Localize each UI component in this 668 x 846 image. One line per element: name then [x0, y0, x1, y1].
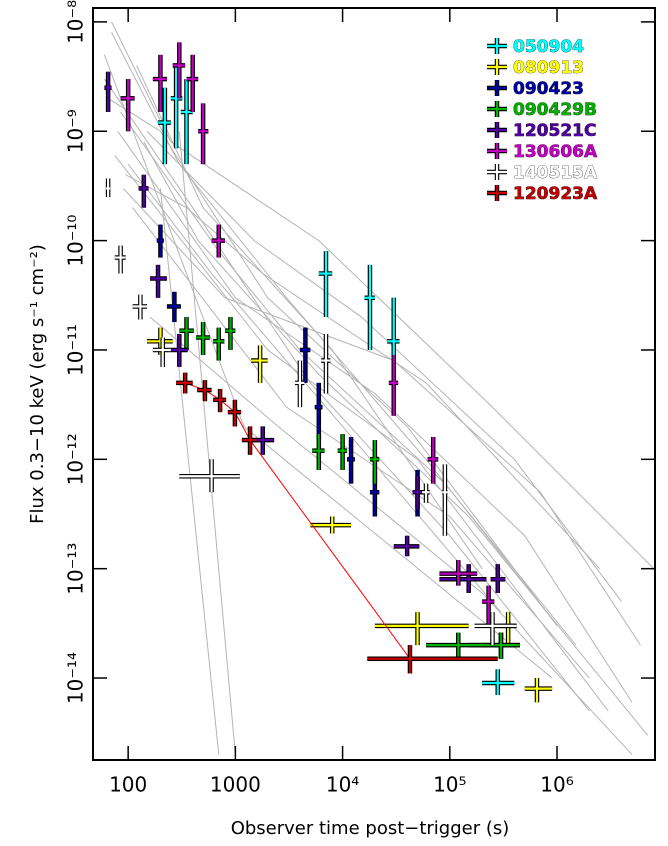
background-curve: [120, 111, 577, 646]
x-tick-label: 100: [109, 773, 147, 797]
x-axis-label: Observer time post−trigger (s): [231, 818, 510, 839]
background-curve: [149, 316, 633, 755]
background-curve: [136, 65, 483, 569]
legend-label: 120923A: [513, 184, 598, 204]
frame: [92, 7, 656, 761]
x-tick-label: 10⁵: [433, 773, 466, 797]
legend-label: 120521C: [513, 121, 596, 141]
legend-label: 090429B: [513, 100, 597, 120]
x-tick-label: 10⁴: [326, 773, 359, 797]
plot-area: [103, 21, 655, 755]
y-tick-label: 10⁻¹⁰: [64, 215, 88, 267]
x-tick-label: 10⁶: [540, 773, 573, 797]
background-curve: [146, 130, 622, 602]
background-curve: [127, 163, 502, 613]
background-curve: [103, 78, 590, 712]
background-curve: [117, 130, 633, 703]
y-tick-label: 10⁻¹¹: [64, 324, 88, 376]
background-curve: [143, 141, 649, 736]
x-tick-label: 1000: [210, 773, 261, 797]
background-curve: [114, 155, 609, 712]
y-tick-label: 10⁻¹⁴: [64, 652, 88, 704]
y-tick-label: 10⁻⁹: [64, 109, 88, 153]
y-tick-label: 10⁻¹²: [64, 433, 88, 485]
background-curve: [111, 21, 655, 570]
background-curve: [178, 131, 236, 755]
legend-label: 130606A: [513, 142, 598, 162]
background-curve: [125, 174, 601, 570]
background-curve: [107, 97, 558, 627]
legend-label: 090423: [513, 79, 584, 99]
legend-label: 050904: [513, 37, 584, 57]
background-curve: [159, 188, 220, 755]
legend-label: 080913: [513, 58, 584, 78]
background-curve: [132, 207, 590, 679]
legend-label: 140515A: [513, 163, 598, 183]
y-tick-label: 10⁻¹³: [64, 543, 88, 595]
background-curve: [103, 54, 553, 679]
y-tick-label: 10⁻⁸: [64, 0, 88, 44]
y-axis-label: Flux 0.3−10 keV (erg s⁻¹ cm⁻²): [27, 244, 48, 524]
series-line: [184, 382, 411, 660]
